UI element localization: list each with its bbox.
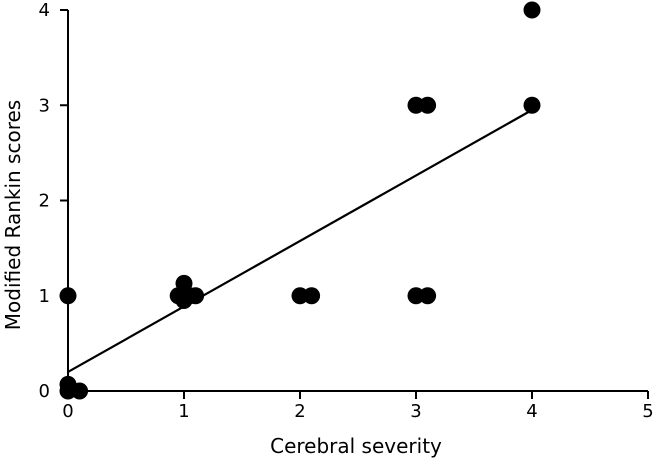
data-point (59, 287, 77, 305)
trendline (67, 109, 533, 373)
data-point (419, 287, 437, 305)
x-tick-label: 2 (294, 401, 305, 422)
y-tick-label: 3 (39, 95, 50, 116)
y-tick-label: 1 (39, 286, 50, 307)
data-point (187, 287, 205, 305)
axes (67, 10, 648, 392)
y-axis-label: Modified Rankin scores (1, 100, 25, 330)
data-point (303, 287, 321, 305)
data-point (523, 96, 541, 114)
x-tick-label: 3 (410, 401, 421, 422)
x-tick-label: 5 (642, 401, 653, 422)
y-tick-label: 4 (39, 0, 50, 21)
x-tick-label: 0 (62, 401, 73, 422)
y-tick-label: 2 (39, 191, 50, 212)
data-point (71, 382, 89, 400)
data-point (419, 96, 437, 114)
data-points (59, 1, 541, 400)
y-tick-label: 0 (39, 381, 50, 402)
x-tick-label: 4 (526, 401, 537, 422)
data-point (523, 1, 541, 19)
trendline-group (67, 109, 533, 373)
x-axis-label: Cerebral severity (270, 434, 442, 458)
ticks: 0 1 2 3 4 5 0 1 2 3 4 (39, 0, 653, 422)
x-tick-label: 1 (178, 401, 189, 422)
